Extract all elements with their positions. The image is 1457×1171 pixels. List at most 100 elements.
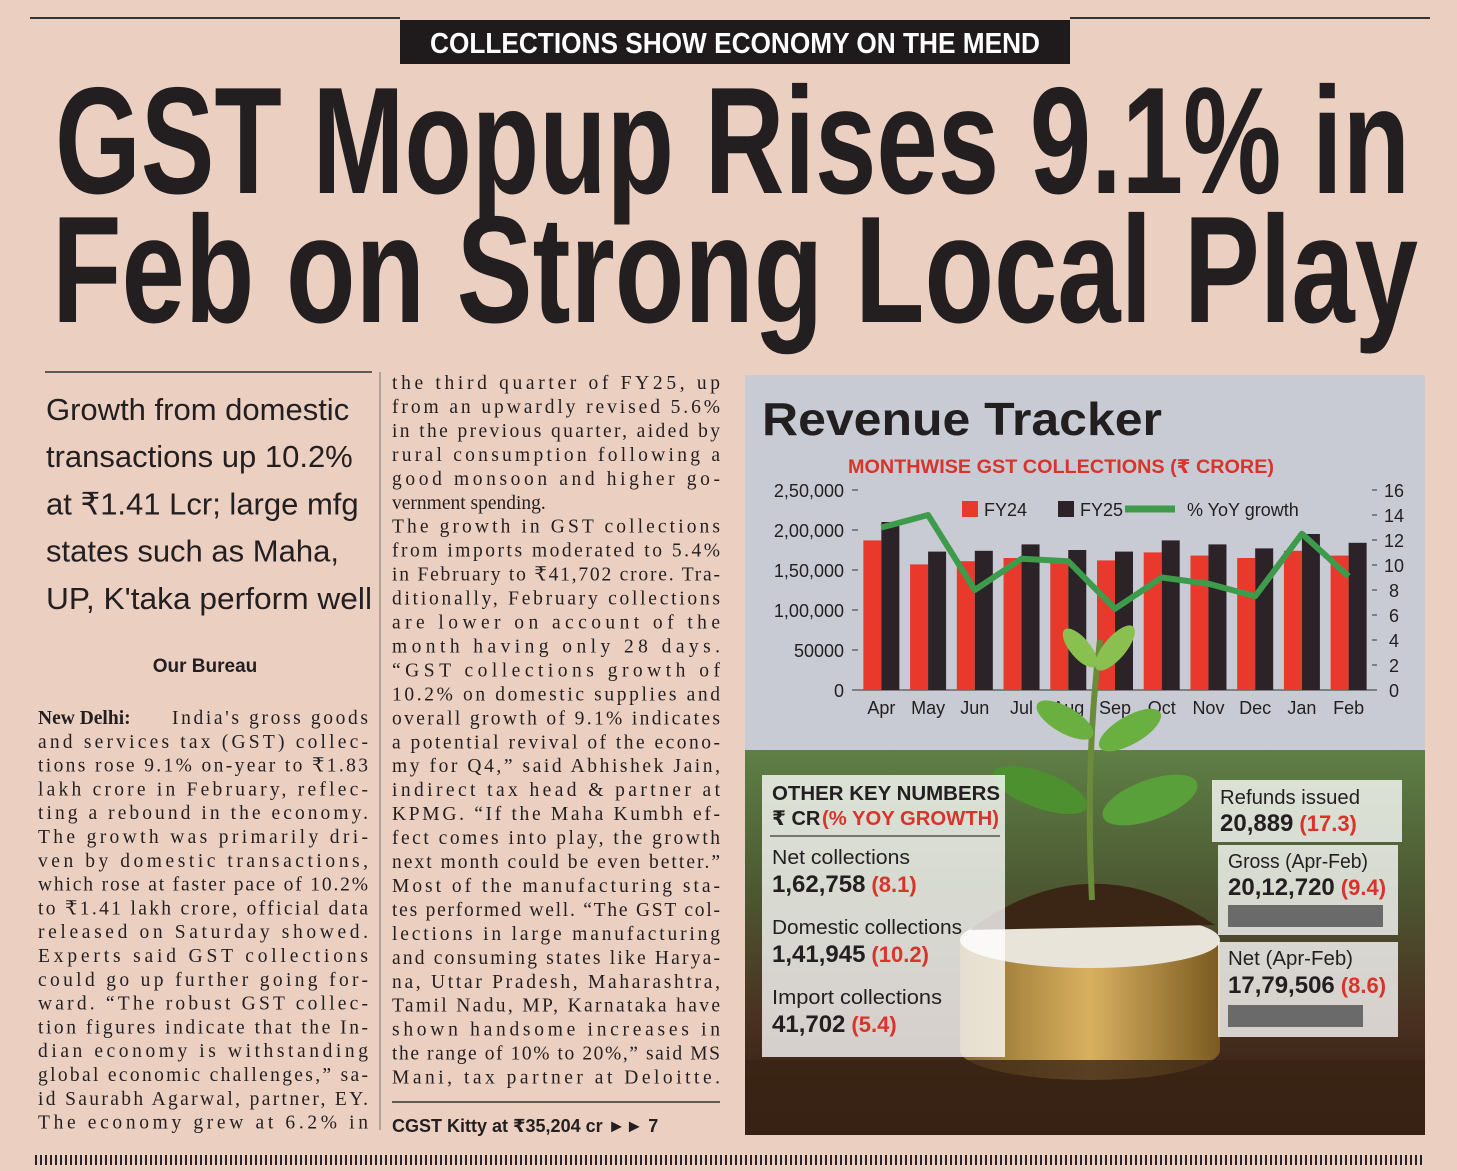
bar [1330,555,1349,690]
bar [1237,558,1256,690]
key-label: Net collections [772,847,910,869]
bar [1208,544,1227,690]
body-line: which rose at faster pace of 10.2% [38,875,368,896]
key-numbers-unit: ₹ CR [772,808,821,830]
body-line: The economy grew at 6.2% in [38,1113,368,1134]
key-label: Gross (Apr-Feb) [1228,851,1368,873]
bar [956,561,975,690]
x-tick-label: Feb [1333,698,1364,718]
body-line: indirect tax head & partner at [392,780,721,801]
bar [1301,534,1320,690]
headline: GST Mopup Rises 9.1% in [55,56,1410,226]
bar [1143,552,1162,690]
body-line: tions rose 9.1% on-year to ₹1.83 [38,756,368,777]
bar [1115,551,1133,690]
y-tick-label: 2,50,000 [774,481,844,501]
banner-box [400,20,1070,64]
y-tick-label: 2,00,000 [774,521,844,541]
body-line: and consuming states like Harya- [392,948,720,969]
bar [863,540,882,690]
body-line: could go up further going for- [38,970,368,991]
body-line: lections in large manufacturing [392,924,720,945]
y2-tick-label: 6 [1389,606,1399,626]
x-tick-label: Apr [867,698,895,718]
legend-label: FY24 [984,500,1027,520]
body-line: from an upwardly revised 5.6% [392,397,720,418]
body-line: in February to ₹41,702 crore. Tra- [392,565,720,586]
body-line: from imports moderated to 5.4% [392,541,720,562]
body-line: Mani, tax partner at Deloitte. [392,1068,720,1089]
body-line: ditionally, February collections [392,589,720,610]
key-label: Import collections [772,987,942,1009]
footer-teaser: CGST Kitty at ₹35,204 cr ►► 7 [392,1116,658,1136]
bar [1255,548,1274,690]
body-line: The growth was primarily dri- [38,827,368,848]
x-tick-label: Sep [1099,698,1131,718]
bar [1021,544,1040,690]
key-numbers-unit-note: (% YOY GROWTH) [822,808,999,830]
key-value: 20,12,720 [1228,874,1335,901]
y2-tick-label: 16 [1384,481,1404,501]
deck-line: transactions up 10.2% [46,439,353,474]
byline: Our Bureau [153,656,258,677]
x-tick-label: Nov [1192,698,1224,718]
x-tick-label: Dec [1239,698,1271,718]
body-line: global economic challenges,” sa- [38,1065,368,1086]
x-tick-label: May [911,698,945,718]
body-line: ward. “The robust GST collec- [38,994,368,1015]
legend-label: FY25 [1080,500,1123,520]
y2-tick-label: 14 [1384,506,1404,526]
y2-tick-label: 8 [1389,581,1399,601]
key-growth: (5.4) [851,1012,896,1037]
body-line: dian economy is withstanding [38,1041,368,1062]
body-line: tes performed well. “The GST col- [392,900,720,921]
body-line: India's gross goods [172,708,368,729]
deck-line: Growth from domestic [46,392,349,427]
x-tick-label: Jan [1287,698,1316,718]
y2-tick-label: 10 [1384,556,1404,576]
body-line: vernment spending. [392,493,546,514]
body-line: in the previous quarter, aided by [392,421,720,442]
key-numbers-box [762,775,1005,1057]
key-value: 20,889 [1220,810,1293,837]
redacted-bar [1228,905,1383,927]
body-line: id Saurabh Agarwal, partner, EY. [38,1089,368,1110]
body-line: my for Q4,” said Abhishek Jain, [392,756,720,777]
bar [974,550,993,690]
body-line: rural consumption following a [392,445,720,466]
body-line: 10.2% on domestic supplies and [392,684,720,705]
bar [1190,555,1209,690]
key-numbers-title: OTHER KEY NUMBERS [772,783,1000,805]
key-value: 41,702 [772,1011,845,1038]
y-tick-label: 0 [834,681,844,701]
bar [1003,558,1022,690]
bar [1161,540,1180,690]
body-line: ven by domestic transactions, [38,851,368,872]
body-line: lakh crore in February, reflec- [38,779,368,800]
y2-tick-label: 4 [1389,631,1399,651]
key-label: Net (Apr-Feb) [1228,948,1353,970]
illustration [745,625,1425,1135]
bar [1097,560,1115,690]
key-growth: (9.4) [1341,875,1386,900]
y2-tick-label: 0 [1389,681,1399,701]
body-line: ting a rebound in the economy. [38,803,368,824]
bar [910,564,929,690]
banner: COLLECTIONS SHOW ECONOMY ON THE MEND [430,28,1040,60]
key-growth: (10.2) [871,942,928,967]
dateline: New Delhi: [38,708,131,729]
y2-tick-label: 12 [1384,531,1404,551]
y-tick-label: 1,00,000 [774,601,844,621]
bar [1050,562,1069,690]
side-box [1212,780,1402,842]
body-line: good monsoon and higher go- [392,469,720,490]
body-line: and services tax (GST) collec- [38,732,368,753]
y2-tick-label: 2 [1389,656,1399,676]
deck-line: UP, K'taka perform well [46,581,372,616]
key-growth: (8.6) [1341,973,1386,998]
body-line: overall growth of 9.1% indicates [392,708,720,729]
key-label: Domestic collections [772,917,962,939]
chart-subtitle: MONTHWISE GST COLLECTIONS (₹ CRORE) [848,457,1274,478]
x-tick-label: Jul [1010,698,1033,718]
